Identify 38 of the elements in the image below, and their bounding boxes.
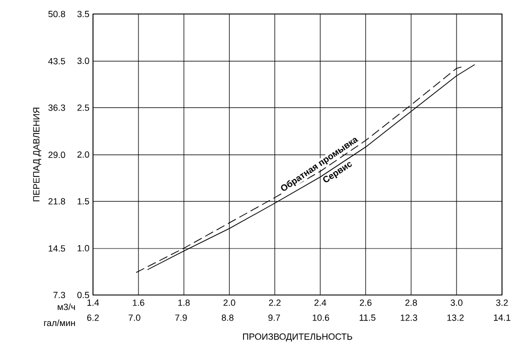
x2-tick-label: 10.6 — [312, 314, 330, 321]
x2-tick-label: 12.3 — [400, 314, 418, 321]
x2-tick-label: 13.2 — [447, 314, 464, 321]
x2-tick-label: 7.9 — [175, 314, 187, 321]
x-tick-label: 2.0 — [224, 300, 236, 306]
x2-tick-label: 14.1 — [494, 314, 510, 321]
y2-tick-label: 2.5 — [77, 104, 90, 111]
y2-tick-label: 2.0 — [77, 151, 90, 158]
y-tick-label: 7.3 — [53, 292, 66, 298]
x-tick-label: 1.6 — [132, 300, 144, 306]
y-tick-label: 21.8 — [48, 198, 66, 205]
x-axis-title: ПРОИЗВОДИТЕЛЬНОСТЬ — [243, 333, 352, 342]
y2-tick-label: 1.5 — [78, 198, 90, 204]
text: гал/мин — [44, 320, 75, 326]
x-tick-label: 1.8 — [178, 300, 190, 306]
y-axis-title: ПЕРЕПАД ДАВЛЕНИЯ — [33, 108, 42, 202]
y2-tick-label: 3.5 — [77, 10, 90, 18]
x-tick-label: 3.2 — [496, 300, 508, 306]
x2-tick-label: 6.2 — [87, 314, 99, 321]
y-tick-label: 50.8 — [48, 10, 66, 18]
text: м3/ч — [58, 304, 75, 310]
x-tick-label: 3.0 — [450, 300, 462, 306]
x2-tick-label: 7.0 — [128, 314, 140, 321]
y-tick-label: 14.5 — [48, 245, 66, 252]
y-tick-label: 43.5 — [48, 58, 66, 64]
y2-tick-label: 0.5 — [77, 292, 90, 298]
x2-tick-label: 9.7 — [268, 314, 280, 321]
y-tick-label: 36.3 — [48, 104, 66, 111]
y2-tick-label: 1.0 — [78, 244, 90, 252]
y-tick-label: 29.0 — [48, 152, 66, 158]
x2-tick-label: 11.5 — [360, 314, 376, 321]
y2-tick-label: 3.0 — [77, 58, 90, 64]
x-tick-label: 2.6 — [360, 300, 372, 306]
x2-tick-label: 8.8 — [222, 314, 234, 321]
x-tick-label: 2.2 — [269, 300, 281, 306]
x-tick-label: 1.4 — [87, 300, 99, 306]
x-tick-label: 2.8 — [405, 300, 417, 306]
x-tick-label: 2.4 — [314, 300, 326, 306]
